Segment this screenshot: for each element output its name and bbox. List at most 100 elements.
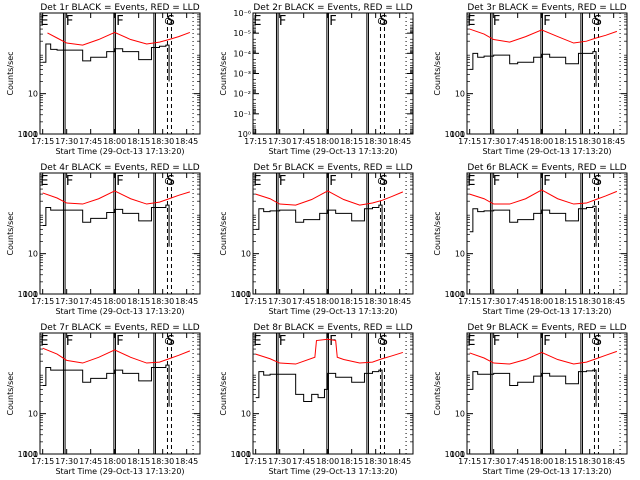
x-tick-label: 17:15: [31, 457, 54, 466]
x-tick-label: 18:45: [175, 457, 198, 466]
marker-ring: [591, 177, 599, 185]
marker-label: E: [467, 14, 475, 29]
y-tick-label: 1: [246, 450, 251, 459]
x-tick-label: 18:15: [340, 137, 363, 146]
marker-ring: [591, 337, 599, 345]
marker-label: S: [380, 174, 388, 189]
plot-frame: [39, 172, 201, 295]
detector-panel: Det 6r BLACK = Events, RED = LLD 1 10 10010…: [433, 163, 628, 316]
x-tick-label: 18:15: [127, 137, 150, 146]
y-tick-label: 10: [241, 250, 251, 259]
marker-label: F: [543, 174, 550, 189]
marker-label: E: [467, 174, 475, 189]
lld-series-line: [42, 190, 191, 205]
marker-label: E: [40, 174, 48, 189]
y-tick-label: 1000: [231, 290, 251, 299]
marker-label: F: [66, 14, 73, 29]
lld-series-line: [47, 31, 191, 46]
x-tick-label: 18:45: [388, 457, 411, 466]
panel-title: Det 5r BLACK = Events, RED = LLD: [253, 163, 412, 173]
y-tick-label: 1000: [445, 130, 465, 139]
x-tick-label: 17:45: [506, 457, 529, 466]
y-tick-label: 100: [450, 130, 465, 139]
x-tick-label: 18:45: [388, 137, 411, 146]
x-tick-label: 18:45: [602, 297, 625, 306]
y-tick-label: 1: [33, 130, 38, 139]
x-tick-label: 18:45: [602, 457, 625, 466]
y-tick-label: 10: [455, 410, 465, 419]
marker-label: E: [40, 14, 48, 29]
x-tick-label: 18:00: [316, 137, 339, 146]
detector-panel: Det 4r BLACK = Events, RED = LLD 1 10 10010…: [6, 163, 201, 316]
y-tick-label: 10⁻³: [233, 70, 251, 79]
x-tick-label: 18:15: [340, 457, 363, 466]
panel-title: Det 6r BLACK = Events, RED = LLD: [467, 163, 626, 173]
x-tick-label: 18:00: [103, 297, 126, 306]
y-tick-label: 10⁻¹: [233, 110, 251, 119]
x-axis-label: Start Time (29-Oct-13 17:13:20): [268, 147, 397, 156]
marker-label: E: [253, 14, 261, 29]
x-tick-label: 17:30: [55, 297, 78, 306]
marker-label: F: [279, 174, 286, 189]
x-tick-label: 18:30: [151, 137, 174, 146]
marker-label: S: [380, 14, 388, 29]
marker-label: F: [279, 334, 286, 349]
events-series-line: [469, 51, 597, 87]
panel-title: Det 1r BLACK = Events, RED = LLD: [40, 3, 199, 13]
y-tick-label: 1: [460, 290, 465, 299]
events-series-line: [42, 43, 170, 82]
y-tick-label: 1: [246, 290, 251, 299]
y-tick-label: 10⁻⁶: [233, 9, 251, 18]
x-tick-label: 18:45: [602, 137, 625, 146]
y-tick-label: 1: [33, 450, 38, 459]
x-tick-label: 17:15: [31, 137, 54, 146]
x-tick-label: 17:45: [292, 457, 315, 466]
marker-label: F: [66, 334, 73, 349]
y-axis-label: Counts/sec: [6, 211, 15, 255]
y-tick-label: 100: [236, 450, 251, 459]
y-tick-label: 10: [241, 410, 251, 419]
plot-frame: [466, 12, 628, 135]
x-tick-label: 17:30: [55, 137, 78, 146]
x-tick-label: 18:00: [316, 297, 339, 306]
x-tick-label: 18:15: [127, 457, 150, 466]
x-tick-label: 17:30: [268, 457, 291, 466]
marker-ring: [164, 17, 172, 25]
lld-series-line: [255, 338, 404, 365]
lld-series-line: [469, 28, 618, 44]
x-tick-label: 18:15: [127, 297, 150, 306]
x-tick-label: 17:45: [292, 297, 315, 306]
events-series-line: [469, 369, 597, 407]
panel-title: Det 2r BLACK = Events, RED = LLD: [253, 3, 412, 13]
x-tick-label: 17:30: [482, 457, 505, 466]
events-series-line: [42, 204, 170, 247]
y-axis-label: Counts/sec: [6, 371, 15, 415]
y-axis-label: Counts/sec: [219, 51, 228, 95]
marker-ring: [591, 17, 599, 25]
detector-panel: Det 7r BLACK = Events, RED = LLD 1 10 10010…: [6, 323, 201, 476]
x-tick-label: 18:15: [554, 137, 577, 146]
marker-label: F: [329, 174, 336, 189]
panel-title: Det 9r BLACK = Events, RED = LLD: [467, 323, 626, 333]
y-tick-label: 10: [455, 90, 465, 99]
marker-label: F: [116, 334, 123, 349]
plot-frame: [39, 332, 201, 455]
y-tick-label: 10⁻⁴: [233, 49, 251, 58]
detector-panel: Det 2r BLACK = Events, RED = LLD 10⁰ 10⁻¹ 1…: [219, 3, 414, 156]
x-axis-label: Start Time (29-Oct-13 17:13:20): [482, 307, 611, 316]
x-tick-label: 17:45: [292, 137, 315, 146]
y-tick-label: 10: [28, 250, 38, 259]
x-tick-label: 17:45: [506, 297, 529, 306]
lld-series-line: [255, 190, 404, 206]
x-tick-label: 18:00: [530, 457, 553, 466]
marker-label: S: [594, 334, 602, 349]
x-tick-label: 18:30: [151, 457, 174, 466]
y-axis-label: Counts/sec: [6, 51, 15, 95]
detector-panel: Det 9r BLACK = Events, RED = LLD 1 10 10010…: [433, 323, 628, 476]
y-axis-label: Counts/sec: [219, 211, 228, 255]
events-series-line: [255, 204, 383, 247]
x-tick-label: 18:00: [103, 137, 126, 146]
y-tick-label: 1000: [231, 450, 251, 459]
marker-label: S: [167, 174, 175, 189]
